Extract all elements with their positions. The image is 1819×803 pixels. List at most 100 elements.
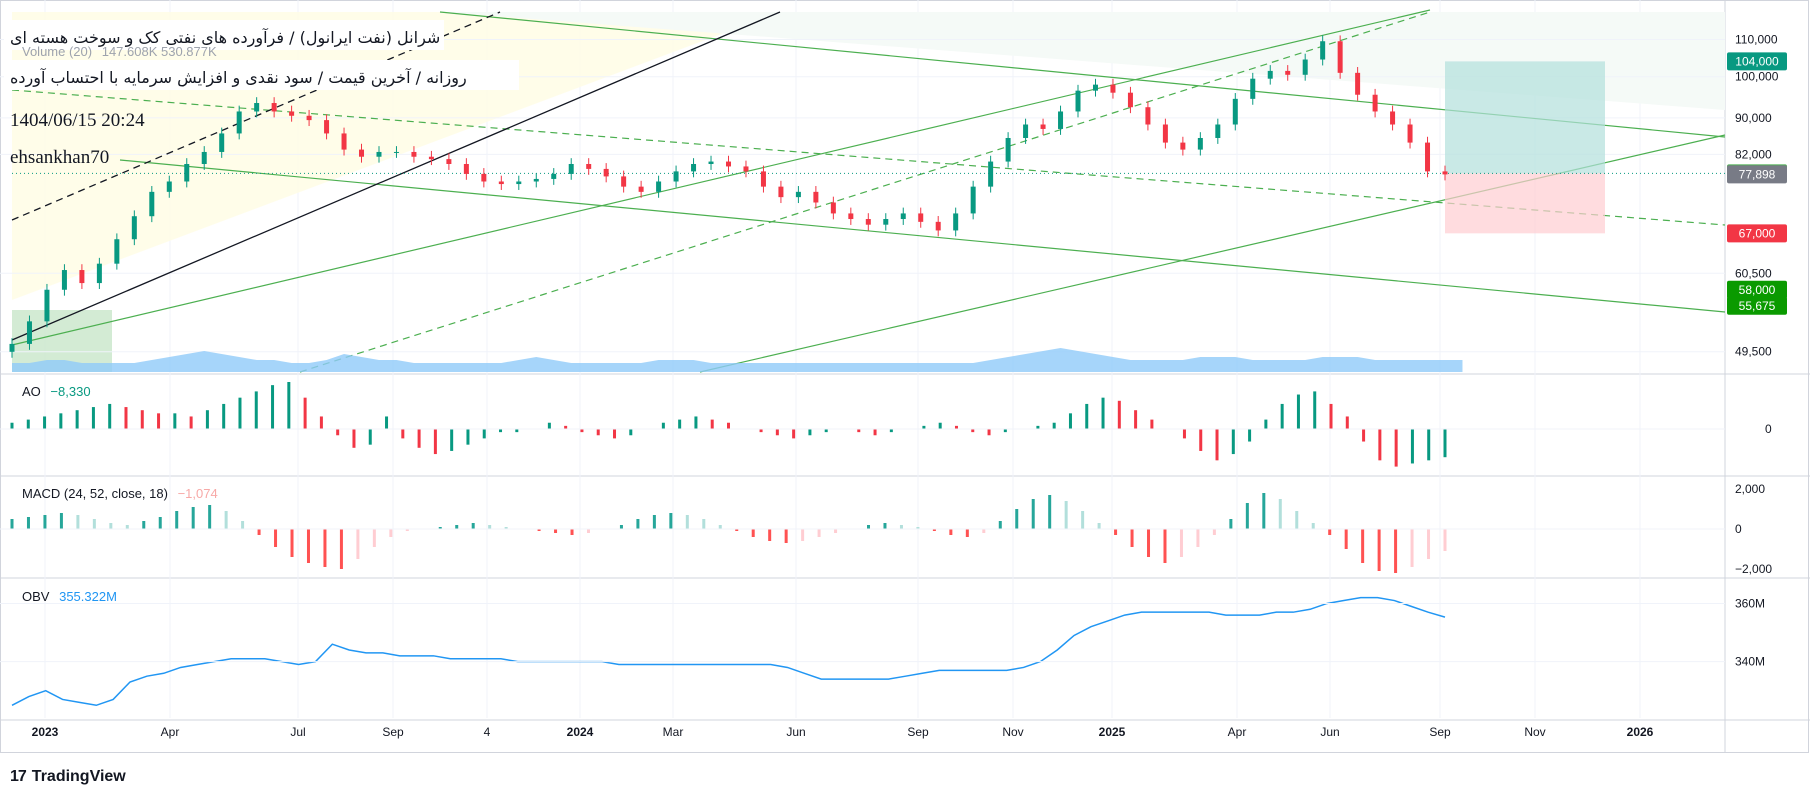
ao-bar xyxy=(1410,429,1414,464)
price-candle xyxy=(271,97,277,118)
macd-y-tick: 2,000 xyxy=(1735,482,1765,496)
ao-bar xyxy=(808,429,812,436)
title-bg xyxy=(4,20,444,50)
ao-bar xyxy=(401,429,405,439)
price-candle-body xyxy=(830,202,836,214)
price-candle xyxy=(26,315,32,350)
obv-legend[interactable]: OBV 355.322M xyxy=(22,589,117,604)
x-tick-label: Apr xyxy=(1228,725,1247,739)
macd-bar xyxy=(817,529,821,537)
price-candle xyxy=(778,180,784,204)
macd-bar xyxy=(471,523,475,529)
y-tick-label: 60,500 xyxy=(1735,266,1772,280)
macd-bar xyxy=(1212,529,1216,535)
price-candle-body xyxy=(970,186,976,214)
macd-bar xyxy=(932,529,936,531)
macd-bar xyxy=(339,529,343,569)
price-candle xyxy=(900,207,906,225)
price-candle xyxy=(1232,93,1238,131)
price-candle-body xyxy=(953,213,959,231)
ao-bar xyxy=(564,425,568,429)
ao-bar xyxy=(1117,400,1121,429)
price-candle-body xyxy=(1250,78,1256,99)
price-candle xyxy=(1092,78,1098,97)
ao-legend[interactable]: AO −8,330 xyxy=(22,384,91,399)
price-candle xyxy=(131,210,137,246)
price-candle xyxy=(1372,88,1378,118)
price-candle xyxy=(289,105,295,122)
price-candle xyxy=(1215,118,1221,144)
ao-bar xyxy=(1052,422,1056,429)
macd-bar xyxy=(883,523,887,529)
volume-area xyxy=(12,348,1463,372)
macd-bar xyxy=(1410,529,1414,567)
macd-bar xyxy=(751,529,755,537)
price-candle-body xyxy=(1005,137,1011,162)
price-candle-body xyxy=(638,186,644,192)
ao-bar xyxy=(10,422,14,429)
obv-y-tick: 360M xyxy=(1735,596,1765,610)
price-candle xyxy=(61,264,67,296)
price-candle-body xyxy=(219,133,225,152)
price-candle xyxy=(918,207,924,228)
price-candle xyxy=(691,158,697,178)
price-candle xyxy=(970,180,976,220)
macd-legend[interactable]: MACD (24, 52, close, 18) −1,074 xyxy=(22,486,218,501)
macd-bar xyxy=(899,525,903,529)
price-candle xyxy=(393,146,399,158)
price-candle xyxy=(726,155,731,173)
ao-bar xyxy=(987,429,991,436)
macd-bar xyxy=(208,505,212,529)
price-label-text: 104,000 xyxy=(1735,54,1779,68)
price-candle xyxy=(656,175,662,198)
x-tick-label: 2023 xyxy=(32,725,59,739)
macd-bar xyxy=(109,523,113,529)
price-candle-body xyxy=(428,156,434,160)
tradingview-logo[interactable]: 17 TradingView xyxy=(10,768,126,786)
macd-bar xyxy=(784,529,788,543)
macd-bar xyxy=(372,529,376,547)
price-candle-body xyxy=(813,191,819,203)
ao-bar xyxy=(1068,413,1072,429)
price-candle xyxy=(1250,72,1256,105)
price-candle-body xyxy=(341,133,347,150)
ao-bar xyxy=(515,429,519,433)
macd-bar xyxy=(26,517,30,529)
long-position-target-zone xyxy=(1445,61,1605,174)
volume-legend[interactable]: Volume (20) 147.608K 530.877K xyxy=(22,44,217,59)
price-label-tag xyxy=(1727,52,1787,71)
ao-bar xyxy=(889,429,893,433)
ao-bar xyxy=(1085,403,1089,429)
macd-bar xyxy=(1427,529,1431,559)
price-candle-body xyxy=(498,181,504,185)
ao-bar xyxy=(1199,429,1203,451)
price-candle xyxy=(481,168,487,188)
price-candle xyxy=(166,175,172,198)
price-candle-body xyxy=(1023,124,1029,138)
price-candle xyxy=(953,207,959,237)
price-candle-body xyxy=(1110,84,1116,93)
trend-line-black-dashed xyxy=(11,11,501,221)
macd-bar xyxy=(768,529,772,541)
price-candle-body xyxy=(778,186,784,198)
price-candle-body xyxy=(533,178,539,182)
price-candle-body xyxy=(1162,124,1168,143)
macd-bar xyxy=(1443,529,1447,551)
price-candle-body xyxy=(708,161,714,164)
price-candle xyxy=(1162,118,1168,149)
volume-legend-values: 147.608K 530.877K xyxy=(101,44,217,59)
chart-title: شرانل (نفت ایرانول) / فرآورده های نفتی ک… xyxy=(10,28,441,47)
macd-bar xyxy=(389,529,393,537)
ao-bar xyxy=(1427,429,1431,461)
price-candle-body xyxy=(1355,72,1361,95)
price-candle-body xyxy=(1285,70,1291,75)
price-candle xyxy=(935,216,941,237)
price-candle xyxy=(1285,65,1291,81)
ao-bar xyxy=(222,403,226,429)
ao-bar xyxy=(661,422,665,429)
price-candle xyxy=(376,146,382,163)
price-label-text: 58,000 xyxy=(1739,283,1776,297)
macd-bar xyxy=(1245,503,1249,529)
macd-bar xyxy=(867,525,871,529)
